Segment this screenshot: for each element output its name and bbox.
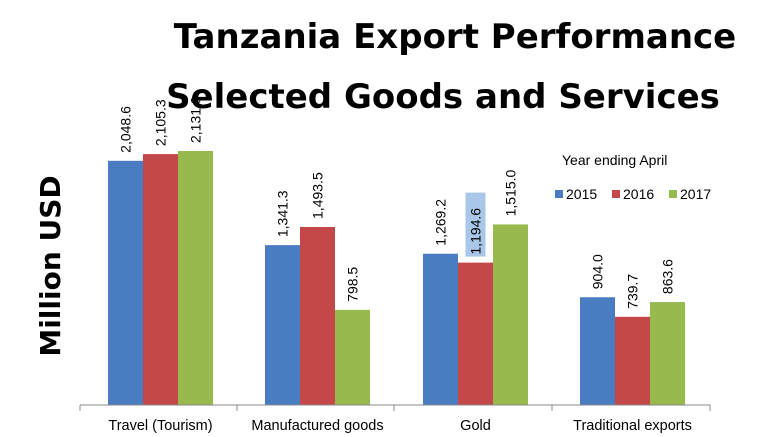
bar-2015-3 — [580, 297, 615, 405]
bar-2016-0 — [143, 154, 178, 405]
data-labels-group: 2,048.6 2,105.3 2,131.0 1,341.3 1,493.5 798.5… — [118, 96, 676, 309]
x-tick-label-1: Manufactured goods — [251, 418, 383, 434]
data-label-2017-0: 2,131.0 — [188, 96, 204, 143]
data-label-2016-0: 2,105.3 — [153, 99, 169, 146]
x-tick-label-2: Gold — [460, 418, 491, 434]
bars-group — [108, 151, 685, 405]
data-label-2017-3: 863.6 — [660, 259, 676, 294]
y-axis-label: Million USD — [34, 175, 67, 356]
bar-2017-0 — [178, 151, 213, 405]
legend-swatch-2016 — [612, 190, 620, 198]
legend-label-2017: 2017 — [680, 186, 711, 202]
x-axis-tick-labels: Travel (Tourism) Manufactured goods Gold Tr… — [108, 418, 691, 434]
x-tick-label-3: Traditional exports — [573, 418, 692, 434]
bar-2016-3 — [615, 316, 650, 405]
legend-swatch-2017 — [669, 190, 677, 198]
bar-2016-2 — [458, 262, 493, 405]
data-label-2017-2: 1,515.0 — [503, 169, 519, 216]
data-label-2015-2: 1,269.2 — [433, 199, 449, 246]
bar-2017-3 — [650, 302, 685, 405]
legend-swatch-2015 — [555, 190, 563, 198]
legend-label-2015: 2015 — [566, 186, 597, 202]
x-axis-ticks — [79, 405, 711, 411]
bar-2015-2 — [423, 253, 458, 405]
bar-2015-1 — [265, 245, 300, 405]
x-tick-label-0: Travel (Tourism) — [108, 418, 212, 434]
bar-2017-1 — [335, 309, 370, 405]
chart-title-line-1: Tanzania Export Performance — [174, 17, 737, 57]
data-label-2016-3: 739.7 — [625, 274, 641, 309]
data-label-2015-1: 1,341.3 — [275, 190, 291, 237]
data-label-2015-3: 904.0 — [590, 254, 606, 289]
bar-2015-0 — [108, 160, 143, 405]
legend-label-2016: 2016 — [623, 186, 654, 202]
data-label-2015-0: 2,048.6 — [118, 106, 134, 153]
data-label-2017-1: 798.5 — [345, 267, 361, 302]
bar-2016-1 — [300, 226, 335, 405]
data-label-highlight — [465, 192, 486, 257]
data-label-2016-2: 1,194.6 — [468, 208, 484, 255]
chart-title-line-2: Selected Goods and Services — [166, 77, 720, 117]
bar-2017-2 — [493, 224, 528, 405]
data-label-2016-1: 1,493.5 — [310, 172, 326, 219]
legend: 2015 2016 2017 — [555, 186, 711, 202]
legend-title: Year ending April — [562, 152, 667, 168]
